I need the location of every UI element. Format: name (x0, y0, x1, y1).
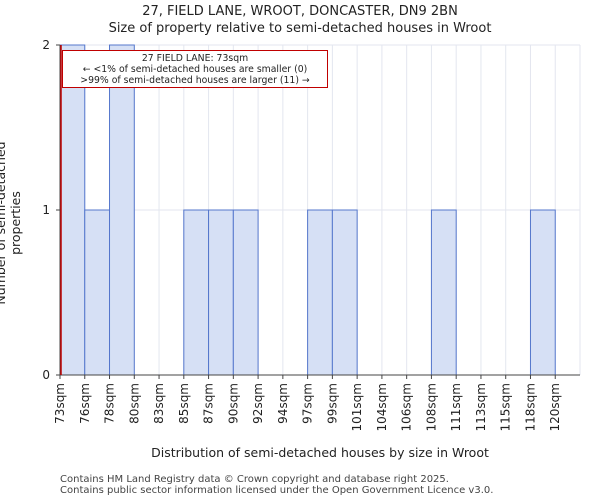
bar-76sqm (84, 209, 111, 376)
footer-line-1: Contains HM Land Registry data © Crown c… (60, 474, 449, 485)
bar-99sqm (331, 209, 358, 376)
x-tick-label: 85sqm (177, 383, 191, 424)
bar-108sqm (430, 209, 457, 376)
x-tick-label: 111sqm (449, 383, 463, 431)
x-tick-label: 113sqm (474, 383, 488, 431)
x-axis-label: Distribution of semi-detached houses by … (151, 445, 489, 460)
annotation-line-1: 27 FIELD LANE: 73sqm (141, 53, 249, 64)
bar-118sqm (529, 209, 556, 376)
x-tick-label: 115sqm (499, 383, 513, 431)
x-tick-label: 83sqm (152, 383, 166, 424)
x-tick-label: 78sqm (103, 383, 117, 424)
annotation-line-2: ← <1% of semi-detached houses are smalle… (82, 64, 308, 75)
y-tick-label: 0 (42, 368, 50, 382)
x-tick-label: 80sqm (127, 383, 141, 424)
chart-subtitle: Size of property relative to semi-detach… (108, 21, 492, 36)
x-tick-label: 99sqm (325, 383, 339, 424)
x-tick-label: 92sqm (251, 383, 265, 424)
x-tick-label: 118sqm (523, 383, 537, 431)
x-tick-label: 76sqm (78, 383, 92, 424)
y-tick-label: 1 (42, 203, 50, 217)
x-tick-label: 94sqm (276, 383, 290, 424)
x-tick-label: 104sqm (375, 383, 389, 431)
y-axis-label: Number of semi-detached properties (0, 141, 23, 305)
bar-97sqm (307, 209, 333, 376)
annotation-line-3: >99% of semi-detached houses are larger … (80, 75, 310, 86)
bar-87sqm (208, 209, 234, 376)
footer-line-2: Contains public sector information licen… (60, 485, 494, 496)
chart-title: 27, FIELD LANE, WROOT, DONCASTER, DN9 2B… (142, 4, 458, 19)
bar-73sqm (59, 44, 86, 376)
x-tick-label: 106sqm (400, 383, 414, 431)
bar-78sqm (109, 44, 135, 376)
x-tick-label: 90sqm (226, 383, 240, 424)
x-tick-label: 87sqm (202, 383, 216, 424)
x-tick-label: 101sqm (350, 383, 364, 431)
x-tick-label: 108sqm (424, 383, 438, 431)
property-annotation: 27 FIELD LANE: 73sqm ← <1% of semi-detac… (62, 50, 328, 88)
bar-90sqm (232, 209, 259, 376)
y-tick-label: 2 (42, 38, 50, 52)
x-tick-label: 73sqm (53, 383, 67, 424)
x-tick-label: 97sqm (301, 383, 315, 424)
x-tick-label: 120sqm (548, 383, 562, 431)
bar-85sqm (183, 209, 210, 376)
